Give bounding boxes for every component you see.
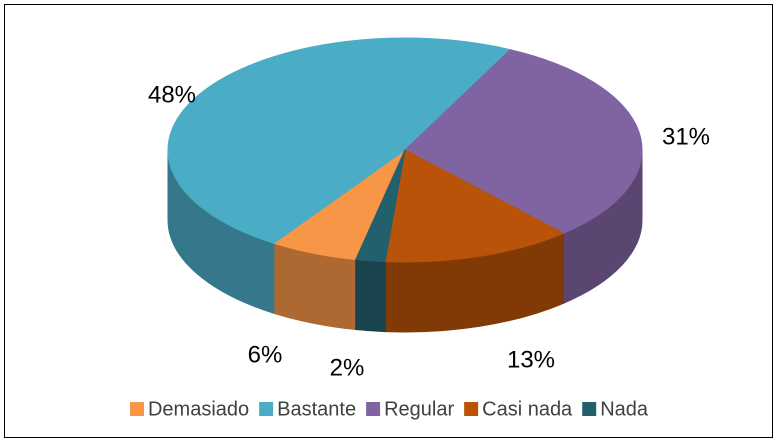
legend-swatch — [582, 402, 597, 416]
legend-label: Demasiado — [148, 398, 249, 420]
pie-slice — [404, 49, 643, 234]
data-label: 31% — [662, 123, 710, 150]
legend-label: Bastante — [277, 398, 356, 420]
legend-swatch — [129, 402, 144, 416]
pie-slice — [167, 37, 512, 244]
legend: Demasiado Bastante Regular Casi nada Nada — [129, 398, 649, 420]
legend-swatch — [366, 402, 381, 416]
data-label: 6% — [248, 341, 283, 368]
pie-sides — [167, 149, 643, 333]
pie-slice — [384, 149, 565, 263]
legend-swatch — [464, 402, 479, 416]
data-labels: 6% 48% 31% 13% 2% — [148, 81, 710, 381]
pie-tops — [167, 37, 643, 263]
legend-label: Casi nada — [482, 398, 573, 420]
legend-swatch — [259, 402, 274, 416]
pie-slice — [354, 149, 406, 263]
data-label: 48% — [148, 81, 196, 108]
data-label: 2% — [330, 354, 365, 381]
data-label: 13% — [507, 346, 555, 373]
pie-side — [355, 259, 386, 333]
legend-label: Regular — [384, 398, 454, 420]
legend-label: Nada — [600, 398, 649, 420]
